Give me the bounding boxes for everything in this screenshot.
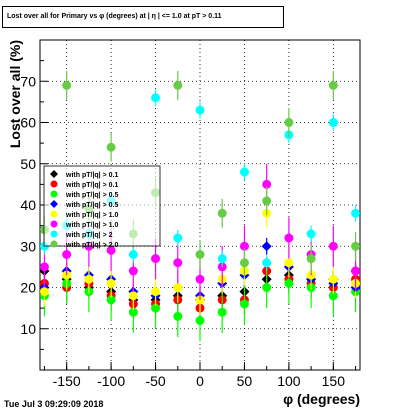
- legend-label: with pT/|q| > 2: [65, 232, 113, 239]
- legend-marker: [50, 220, 58, 228]
- data-point: [151, 303, 161, 313]
- legend-marker: [50, 190, 58, 198]
- data-point: [284, 278, 294, 288]
- data-point: [195, 250, 205, 259]
- x-tick-label: 50: [237, 373, 253, 389]
- data-point: [84, 274, 94, 284]
- data-point: [62, 250, 72, 259]
- data-point: [284, 258, 294, 268]
- data-point: [173, 258, 183, 268]
- data-point: [217, 254, 227, 264]
- legend-marker: [50, 180, 58, 188]
- data-point: [128, 250, 138, 259]
- data-point: [195, 105, 205, 115]
- data-point: [106, 295, 116, 305]
- data-point: [106, 142, 116, 152]
- data-point: [306, 254, 316, 264]
- data-point: [151, 93, 161, 103]
- data-point: [128, 307, 138, 317]
- data-point: [328, 274, 338, 284]
- data-point: [261, 241, 272, 252]
- data-point: [128, 266, 138, 276]
- data-point: [128, 291, 138, 301]
- x-axis-label: φ (degrees): [283, 391, 360, 407]
- legend-label: with pT/|q| > 0.1: [65, 182, 118, 189]
- data-point: [262, 196, 272, 206]
- data-point: [151, 254, 161, 264]
- legend-label: with pT/|q| > 1.0: [65, 222, 118, 229]
- data-point: [173, 233, 183, 243]
- data-point: [151, 287, 161, 297]
- y-tick-label: 40: [20, 197, 36, 213]
- legend-label: with pT/|q| > 1.0: [65, 212, 118, 219]
- chart-title: Lost over all for Primary vs φ (degrees)…: [2, 6, 284, 28]
- data-point: [328, 118, 338, 127]
- data-point: [239, 241, 249, 251]
- data-point: [262, 179, 272, 189]
- legend-marker: [50, 170, 58, 178]
- data-point: [173, 283, 183, 292]
- y-tick-label: 10: [20, 321, 36, 337]
- timestamp-footer: Tue Jul 3 09:29:09 2018: [4, 399, 104, 409]
- legend-label: with pT/|q| > 0.5: [65, 192, 118, 199]
- data-point: [62, 80, 72, 90]
- y-tick-label: 70: [20, 73, 36, 89]
- data-point: [195, 316, 205, 325]
- x-tick-label: -100: [97, 373, 125, 389]
- x-tick-label: -150: [53, 373, 81, 389]
- data-point: [106, 245, 116, 255]
- y-tick-label: 50: [20, 156, 36, 172]
- data-point: [262, 283, 272, 292]
- data-point: [173, 311, 183, 321]
- y-tick-label: 30: [20, 238, 36, 254]
- legend-marker: [50, 210, 58, 218]
- legend-label: with pT/|q| > 0.1: [65, 172, 118, 179]
- data-point: [39, 287, 49, 297]
- data-point: [239, 258, 249, 268]
- legend-label: with pT/|q| > 0.5: [65, 202, 118, 209]
- y-tick-label: 20: [20, 280, 36, 296]
- data-point: [262, 258, 272, 268]
- x-tick-label: 100: [277, 373, 301, 389]
- legend-marker: [50, 200, 58, 208]
- x-tick-label: 150: [322, 373, 346, 389]
- data-point: [284, 233, 294, 243]
- data-point: [239, 167, 249, 177]
- legend-marker: [50, 240, 58, 248]
- data-point: [106, 278, 116, 288]
- data-point: [328, 241, 338, 251]
- y-axis-label: Lost over all (%): [7, 40, 23, 148]
- data-point: [351, 241, 361, 251]
- data-point: [328, 291, 338, 301]
- data-point: [217, 208, 227, 218]
- legend-box: [43, 165, 161, 247]
- data-point: [39, 262, 49, 272]
- data-point: [217, 307, 227, 317]
- data-point: [173, 80, 183, 90]
- legend-marker: [50, 230, 58, 238]
- x-tick-label: 0: [196, 373, 204, 389]
- data-point: [284, 118, 294, 127]
- data-point: [351, 266, 361, 276]
- data-point: [239, 299, 249, 309]
- y-tick-label: 60: [20, 115, 36, 131]
- data-point: [328, 80, 338, 90]
- legend-label: with pT/|q| > 2.0: [65, 242, 118, 249]
- data-point: [306, 229, 316, 239]
- data-point: [351, 208, 361, 218]
- x-tick-label: -50: [145, 373, 165, 389]
- data-point: [195, 274, 205, 284]
